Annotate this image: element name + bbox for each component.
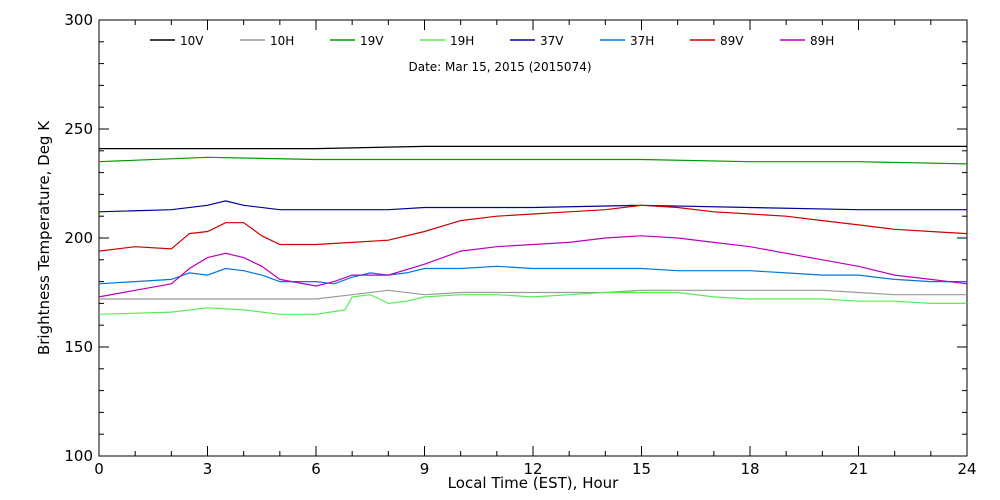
legend-label-89v: 89V [720, 34, 744, 48]
x-tick-label: 24 [957, 460, 976, 478]
x-tick-label: 12 [523, 460, 542, 478]
y-tick-label: 150 [64, 338, 93, 356]
series-line-10v [99, 145, 967, 150]
x-tick-label: 0 [94, 460, 104, 478]
series-line-19v [98, 156, 968, 165]
series-line-37h [98, 265, 967, 285]
legend-label-37v: 37V [540, 34, 564, 48]
legend-label-19h: 19H [450, 34, 474, 48]
plot-frame [98, 19, 968, 457]
series-line-89h [98, 235, 968, 298]
x-axis-title: Local Time (EST), Hour [448, 474, 619, 492]
x-tick-label: 6 [311, 460, 321, 478]
x-tick-label: 3 [203, 460, 213, 478]
legend-label-37h: 37H [630, 34, 654, 48]
y-tick-label: 250 [64, 120, 93, 138]
legend-label-10h: 10H [270, 34, 294, 48]
y-tick-label: 200 [64, 229, 93, 247]
x-tick-label: 18 [740, 460, 759, 478]
series-line-37v [98, 200, 967, 213]
y-axis-title: Brightness Temperature, Deg K [35, 120, 53, 355]
axis-ticks [98, 19, 968, 457]
date-annotation: Date: Mar 15, 2015 (2015074) [408, 60, 591, 74]
legend-label-19v: 19V [360, 34, 384, 48]
series-line-89v [98, 204, 968, 252]
x-tick-label: 15 [632, 460, 651, 478]
x-tick-label: 21 [849, 460, 868, 478]
series-lines [98, 145, 968, 315]
legend: 10V 10H 19V 19H 37V 37H 89V 89H [150, 34, 834, 48]
y-tick-label: 100 [64, 447, 93, 465]
y-tick-label: 300 [64, 11, 93, 29]
x-tick-label: 9 [420, 460, 430, 478]
legend-label-89h: 89H [810, 34, 834, 48]
series-line-19h [98, 291, 967, 315]
series-line-10h [99, 289, 967, 300]
legend-label-10v: 10V [180, 34, 204, 48]
axis-tick-labels: 0 3 6 9 12 15 18 21 24 100 150 200 250 300 [64, 11, 976, 478]
